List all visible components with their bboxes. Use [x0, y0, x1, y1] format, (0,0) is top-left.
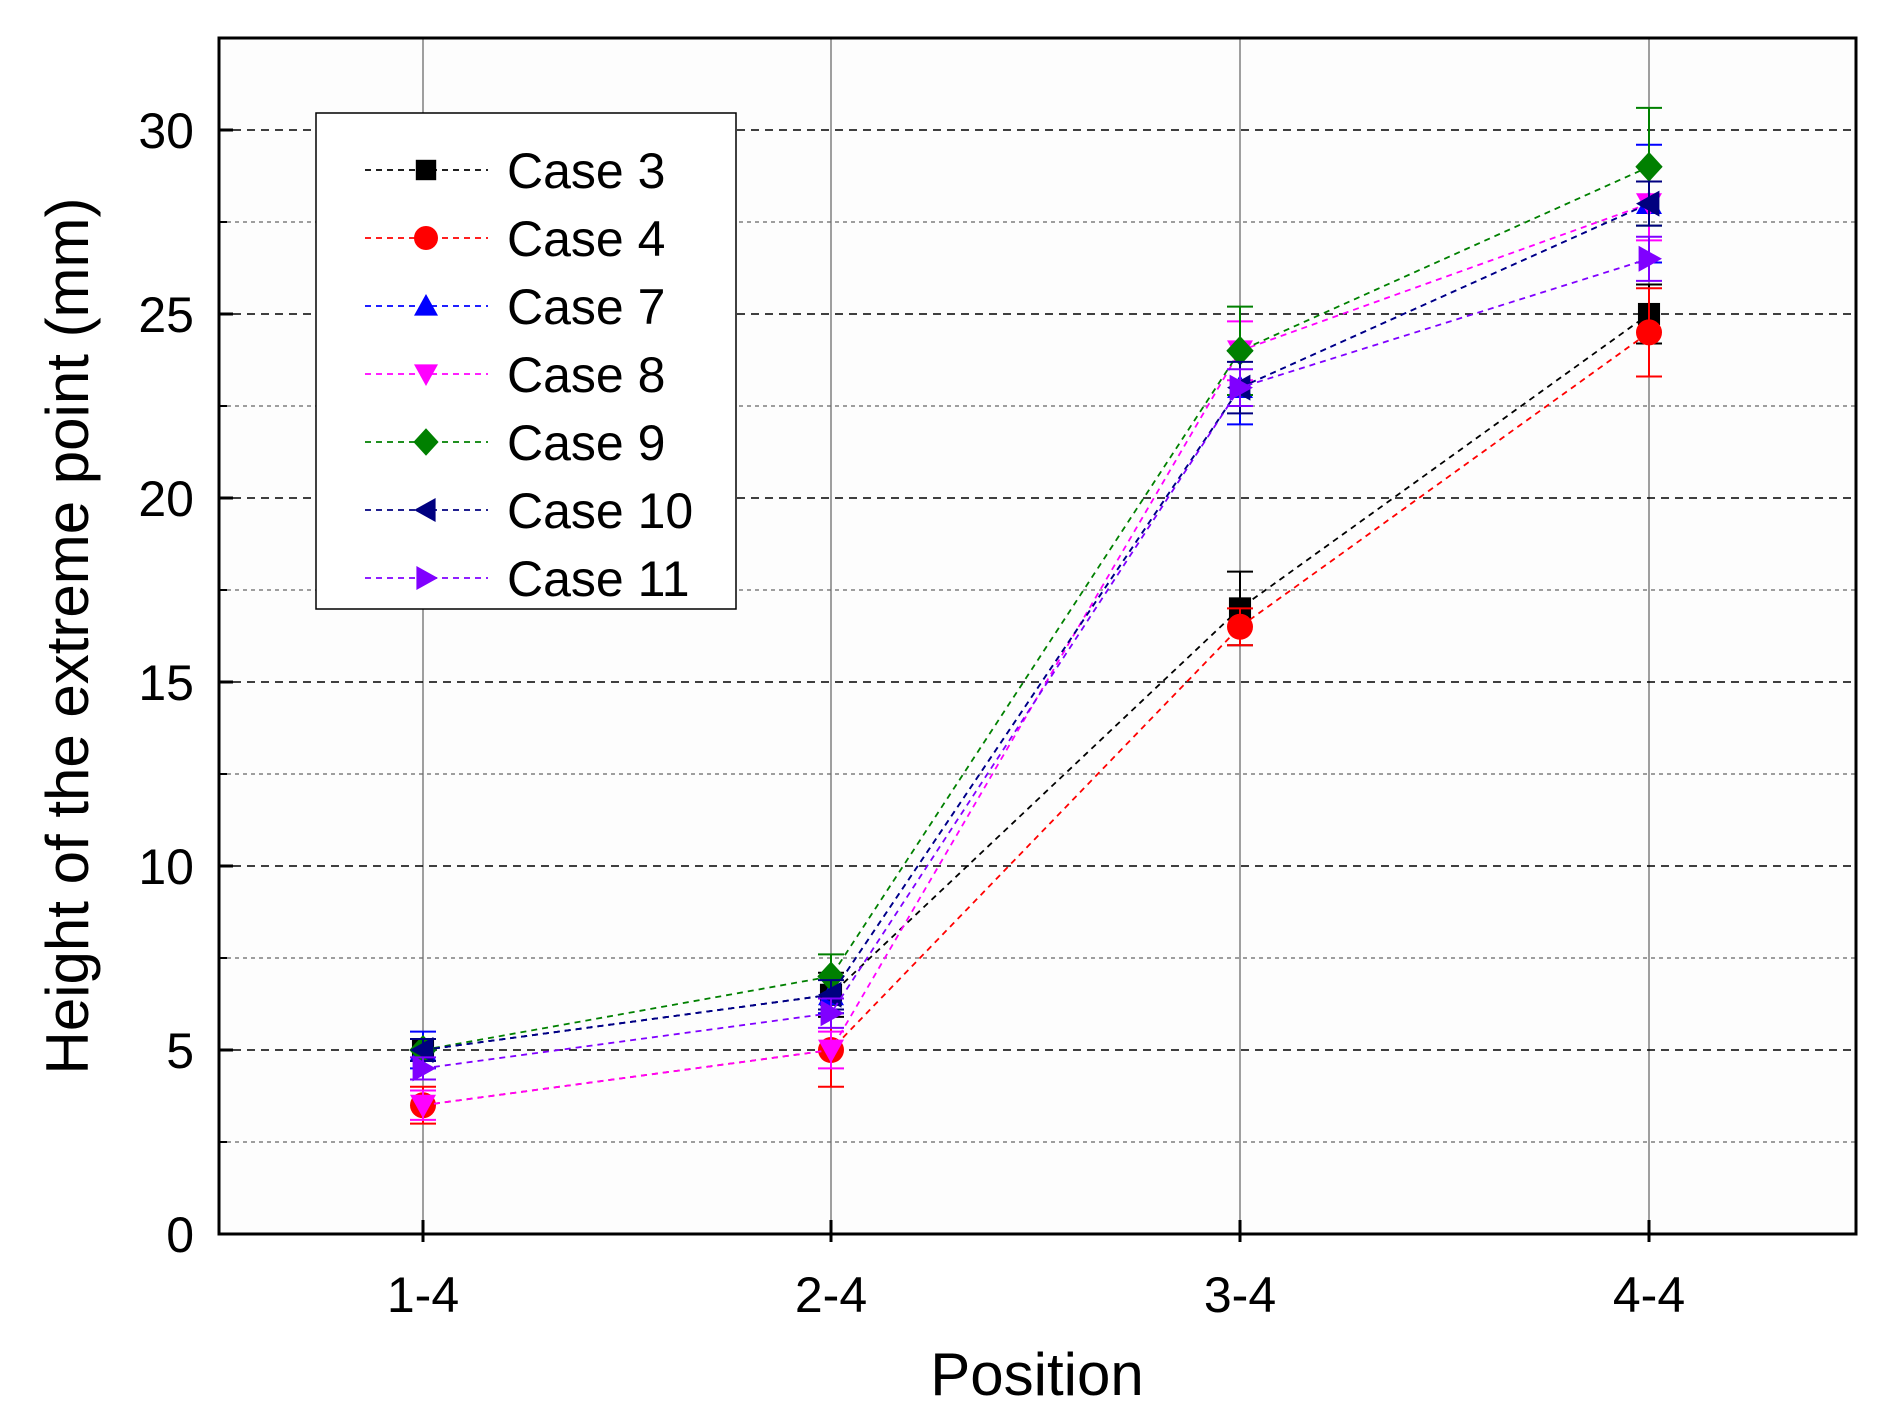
legend-entry-case-11: Case 11	[365, 551, 690, 607]
legend-label: Case 10	[507, 483, 693, 539]
legend-label: Case 4	[507, 211, 665, 267]
series-line	[422, 313, 1650, 1051]
legend-entry-case-7: Case 7	[365, 279, 665, 335]
legend-entry-case-3: Case 3	[365, 143, 665, 199]
series-line	[422, 202, 1650, 1051]
legend-label: Case 7	[507, 279, 665, 335]
legend-label: Case 8	[507, 347, 665, 403]
y-axis: 0 5 10 15 20 25 30	[138, 103, 233, 1263]
y-tick-label: 5	[166, 1023, 194, 1079]
plot-frame	[217, 36, 1858, 1236]
legend-marker	[414, 226, 438, 250]
series-case-11	[410, 235, 1662, 1082]
y-tick-label: 10	[138, 839, 194, 895]
series-line	[422, 331, 1650, 1107]
y-tick-label: 0	[166, 1207, 194, 1263]
data-point	[1229, 374, 1253, 401]
y-tick-label: 30	[138, 103, 194, 159]
data-point	[1227, 613, 1253, 640]
x-axis: 1-4 2-4 3-4 4-4	[387, 1220, 1685, 1323]
legend-label: Case 9	[507, 415, 665, 471]
legend: Case 3 Case 4 Case 7 Case 8 Case 9 Case 10 Cas…	[315, 112, 737, 610]
legend-label: Case 3	[507, 143, 665, 199]
legend-entry-case-8: Case 8	[365, 347, 665, 403]
y-axis-title: Height of the extreme point (mm)	[34, 197, 101, 1074]
series-line	[422, 257, 1650, 1070]
data-point	[818, 981, 842, 1008]
data-point	[1635, 151, 1663, 182]
y-tick-label: 20	[138, 471, 194, 527]
legend-entry-case-4: Case 4	[365, 211, 665, 267]
legend-label: Case 11	[507, 551, 690, 607]
legend-marker	[413, 428, 439, 456]
x-axis-title: Position	[930, 1341, 1143, 1408]
legend-marker	[414, 294, 438, 316]
data-point	[1226, 335, 1254, 366]
legend-marker	[416, 566, 438, 590]
data-point	[1636, 319, 1662, 346]
data-point	[1636, 190, 1660, 217]
series-line	[422, 165, 1650, 1051]
data-point	[412, 1055, 436, 1082]
x-tick-label: 3-4	[1204, 1267, 1276, 1323]
data-point	[1638, 245, 1662, 272]
x-tick-label: 4-4	[1613, 1267, 1685, 1323]
data-point	[818, 1039, 844, 1063]
data-point	[820, 1000, 844, 1027]
series-layer	[409, 106, 1663, 1125]
x-tick-label: 2-4	[795, 1267, 867, 1323]
x-tick-label: 1-4	[387, 1267, 459, 1323]
y-tick-label: 25	[138, 287, 194, 343]
legend-marker	[414, 364, 438, 386]
legend-box	[315, 112, 737, 610]
legend-marker	[415, 159, 437, 181]
data-point	[410, 1094, 436, 1119]
legend-entry-case-10: Case 10	[365, 483, 693, 539]
y-tick-label: 15	[138, 655, 194, 711]
legend-entry-case-9: Case 9	[365, 415, 665, 471]
legend-marker	[414, 498, 436, 522]
